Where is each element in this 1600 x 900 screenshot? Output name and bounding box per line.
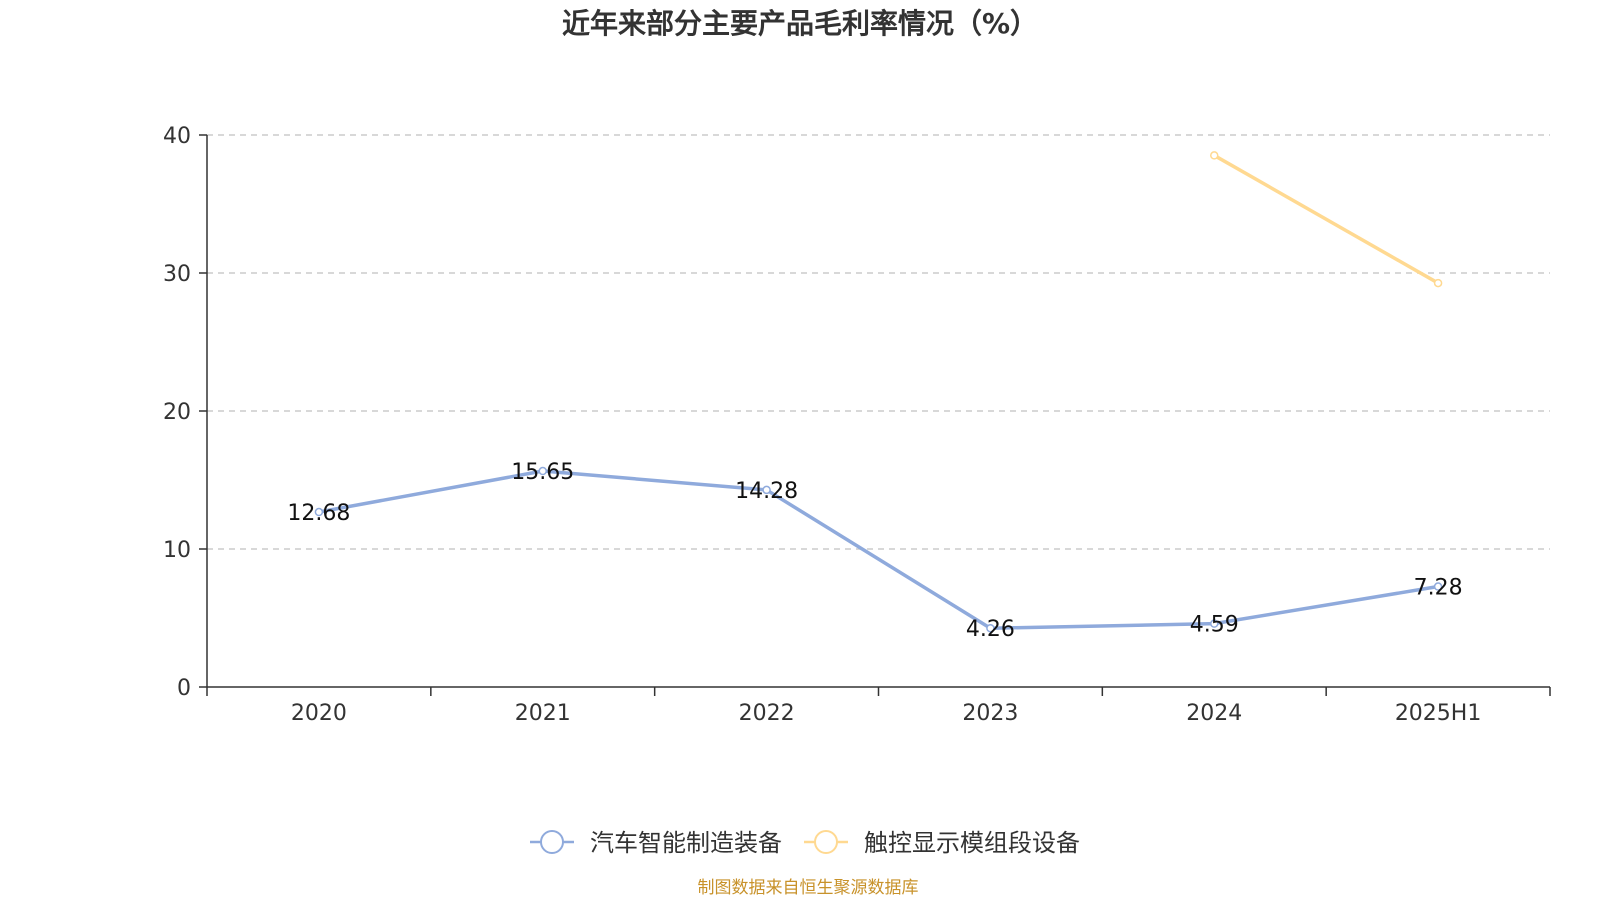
legend-marker-icon bbox=[814, 830, 838, 854]
x-tick-label: 2025H1 bbox=[1395, 701, 1482, 726]
data-labels: 12.68 15.65 14.28 4.26 4.59 7.28 bbox=[287, 460, 1462, 642]
data-point[interactable] bbox=[986, 623, 995, 633]
x-tick-label: 2024 bbox=[1186, 701, 1242, 726]
data-point[interactable] bbox=[314, 507, 324, 517]
y-tick-label: 0 bbox=[177, 676, 191, 701]
grid-lines bbox=[207, 134, 1550, 550]
legend-marker-icon bbox=[540, 830, 564, 854]
legend-item-2[interactable]: 触控显示模组段设备 bbox=[804, 829, 1080, 857]
data-point[interactable] bbox=[1210, 619, 1219, 628]
series-2 bbox=[1210, 151, 1443, 288]
data-label: 4.26 bbox=[966, 617, 1015, 642]
data-point[interactable] bbox=[1210, 151, 1219, 160]
y-tick-label: 20 bbox=[163, 400, 191, 425]
data-point[interactable] bbox=[1433, 278, 1443, 288]
legend-item-1[interactable]: 汽车智能制造装备 bbox=[530, 829, 782, 857]
x-tick-label: 2020 bbox=[291, 701, 347, 726]
x-tick-label: 2022 bbox=[739, 701, 795, 726]
y-tick-label: 10 bbox=[163, 538, 191, 563]
legend-label: 汽车智能制造装备 bbox=[590, 829, 782, 857]
legend-label: 触控显示模组段设备 bbox=[864, 829, 1080, 857]
data-label: 15.65 bbox=[511, 460, 574, 485]
data-label: 12.68 bbox=[287, 501, 350, 526]
source-note: 制图数据来自恒生聚源数据库 bbox=[698, 878, 919, 898]
data-point[interactable] bbox=[538, 466, 547, 476]
data-point[interactable] bbox=[1433, 582, 1443, 591]
data-label: 4.59 bbox=[1190, 613, 1239, 638]
data-label: 14.28 bbox=[735, 479, 798, 504]
data-point[interactable] bbox=[762, 485, 771, 495]
legend[interactable]: 汽车智能制造装备 触控显示模组段设备 bbox=[530, 829, 1080, 857]
y-tick-label: 40 bbox=[163, 124, 191, 149]
x-tick-label: 2021 bbox=[515, 701, 571, 726]
y-tick-label: 30 bbox=[163, 262, 191, 287]
series-line bbox=[1213, 153, 1439, 285]
axis-ticks: 0 10 20 30 40 2020 2021 2022 2023 2024 2025H1 bbox=[163, 124, 1551, 726]
series bbox=[314, 151, 1443, 633]
chart-title: 近年来部分主要产品毛利率情况（%） bbox=[562, 7, 1038, 40]
series-1 bbox=[314, 466, 1443, 633]
series-line bbox=[318, 469, 1439, 630]
x-tick-label: 2023 bbox=[962, 701, 1018, 726]
data-label: 7.28 bbox=[1414, 576, 1463, 601]
